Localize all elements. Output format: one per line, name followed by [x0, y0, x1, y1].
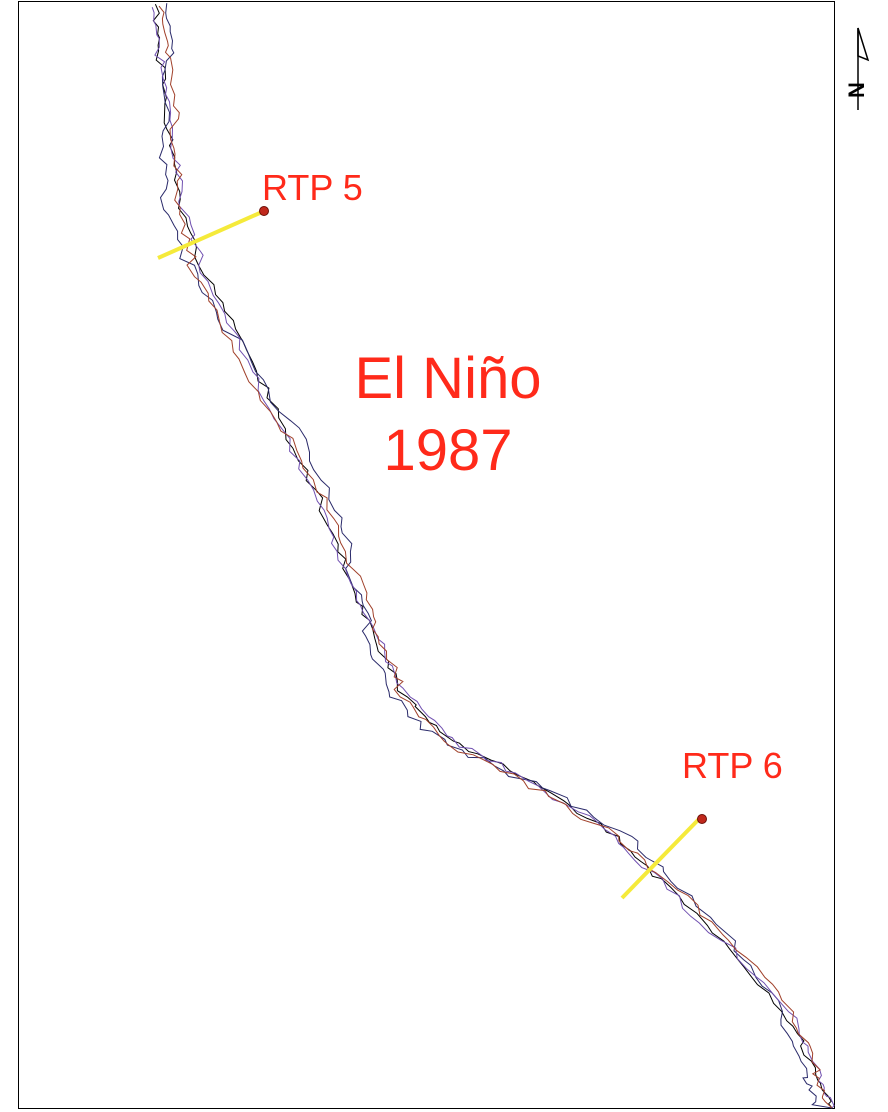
- shorelines: [151, 3, 835, 1109]
- transect-rtp6: [620, 816, 702, 900]
- north-label: N: [844, 82, 869, 98]
- rtp5-point: [259, 206, 269, 216]
- north-arrow: N: [844, 27, 870, 110]
- rtp6-point: [697, 814, 707, 824]
- label-rtp5: RTP 5: [262, 167, 363, 208]
- shoreline: [158, 5, 833, 1109]
- title-line2: 1987: [383, 418, 512, 483]
- title-line1: El Niño: [355, 346, 542, 411]
- transect-rtp5: [157, 210, 263, 260]
- map-frame: [18, 1, 835, 1109]
- north-arrow-head: [857, 27, 870, 62]
- shoreline: [158, 3, 833, 1109]
- label-rtp6: RTP 6: [682, 745, 783, 786]
